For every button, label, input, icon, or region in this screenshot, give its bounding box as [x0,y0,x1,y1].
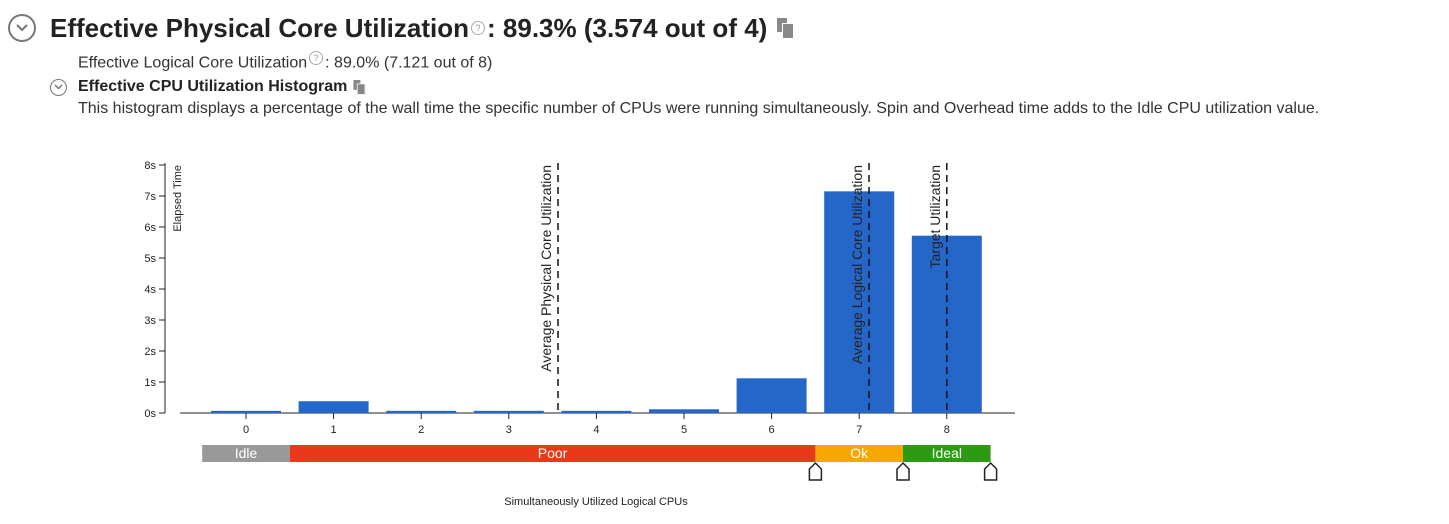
physical-utilization-value: : 89.3% (3.574 out of 4) [487,12,768,43]
page-title: Effective Physical Core Utilization [50,12,470,43]
collapse-chevron-icon[interactable] [50,78,67,96]
x-tick-label: 4 [593,424,599,436]
y-tick-label: 3s [144,315,156,327]
x-tick-label: 5 [681,424,687,436]
x-axis-title: Simultaneously Utilized Logical CPUs [504,496,688,508]
band-label: Ok [850,445,869,461]
help-icon[interactable]: ? [471,21,486,35]
band-idle [202,445,290,462]
bar-2[interactable] [386,410,457,413]
y-tick-label: 5s [144,253,156,265]
x-tick-label: 8 [944,424,950,436]
y-tick-label: 1s [144,377,156,389]
band-label: Ideal [932,445,962,461]
y-axis-title: Elapsed Time [172,165,184,232]
logical-utilization-value: : 89.0% (7.121 out of 8) [325,54,493,72]
threshold-handle-icon[interactable] [896,461,910,481]
threshold-handle-icon[interactable] [808,461,823,481]
bar-6[interactable] [736,378,807,413]
x-tick-label: 3 [506,424,512,436]
x-tick-label: 7 [856,424,862,436]
bar-3[interactable] [473,410,544,413]
band-label: Poor [538,445,568,461]
collapse-chevron-icon[interactable] [8,14,36,42]
x-tick-label: 6 [769,424,775,436]
header: Effective Physical Core Utilization ? : … [8,8,795,48]
x-tick-label: 2 [418,424,424,436]
bar-4[interactable] [561,410,632,413]
band-label: Idle [235,445,258,461]
y-tick-label: 6s [144,222,156,234]
y-tick-label: 8s [144,160,156,172]
help-icon[interactable]: ? [309,51,324,65]
logical-utilization-row: Effective Logical Core Utilization?: 89.… [78,51,492,72]
y-tick-label: 0s [144,408,156,420]
x-tick-label: 0 [243,424,249,436]
logical-utilization-label: Effective Logical Core Utilization [78,54,308,72]
bar-0[interactable] [211,410,281,413]
bar-5[interactable] [649,409,719,413]
y-tick-label: 2s [144,346,156,358]
histogram-description: This histogram displays a percentage of … [78,100,1320,117]
band-poor [289,445,816,462]
target-utilization-label: Target Utilization [927,165,943,269]
bar-7[interactable] [824,191,895,413]
copy-icon[interactable] [777,18,795,39]
threshold-handle-icon[interactable] [983,461,998,481]
band-ideal [903,445,991,462]
histogram-header: Effective CPU Utilization Histogram [50,77,367,97]
y-tick-label: 4s [144,284,156,296]
average-physical-core-utilization-label: Average Physical Core Utilization [538,165,554,372]
histogram-title: Effective CPU Utilization Histogram [78,78,348,95]
average-logical-core-utilization-label: Average Logical Core Utilization [849,165,865,364]
bar-1[interactable] [298,401,369,413]
y-tick-label: 7s [144,191,156,203]
x-tick-label: 1 [331,424,337,436]
band-ok [815,445,903,462]
